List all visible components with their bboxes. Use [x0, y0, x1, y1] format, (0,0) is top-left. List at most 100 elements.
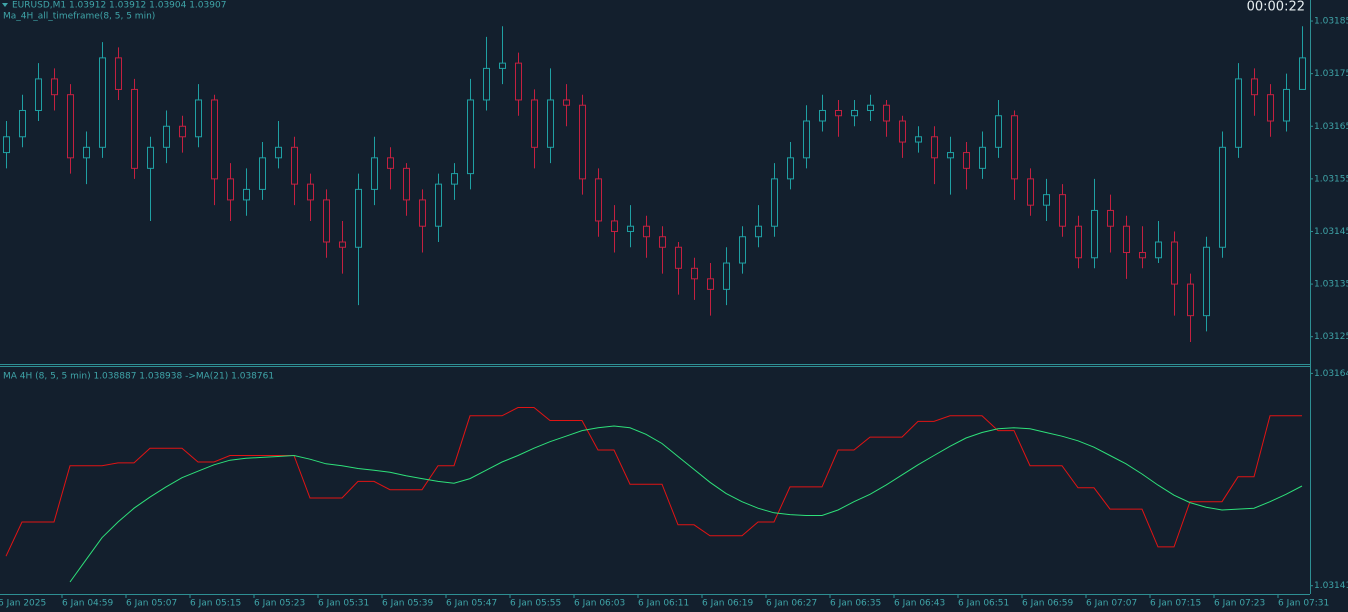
candle-body [1155, 241, 1162, 259]
candle-body [659, 236, 666, 248]
candle-body [787, 157, 794, 180]
indicator-title: MA 4H (8, 5, 5 min) 1.038887 1.038938 ->… [3, 372, 274, 382]
candle-body [467, 99, 474, 175]
candle-body [867, 104, 874, 111]
candle-body [51, 78, 58, 96]
candle-body [83, 146, 90, 159]
candle-body [771, 178, 778, 227]
candle-body [1027, 178, 1034, 206]
candle-body [147, 146, 154, 169]
x-tick-label: 6 Jan 06:43 [894, 599, 945, 609]
candle-body [35, 78, 42, 111]
candle-body [387, 157, 394, 169]
y-tick-label: 1.03145 [1314, 227, 1348, 237]
candle-body [563, 99, 570, 106]
x-tick-label: 6 Jan 06:51 [958, 599, 1009, 609]
candle-body [307, 183, 314, 201]
candle-body [723, 262, 730, 290]
candle-body [1203, 246, 1210, 317]
y-tick-label: 1.03141 [1314, 581, 1348, 591]
candle-body [883, 104, 890, 122]
candle-body [419, 199, 426, 227]
candle-body [963, 152, 970, 169]
x-tick-label: 6 Jan 2025 [0, 599, 46, 609]
x-tick-label: 6 Jan 07:31 [1278, 599, 1329, 609]
x-tick-label: 6 Jan 06:19 [702, 599, 754, 609]
candle-body [579, 104, 586, 180]
y-tick-label: 1.03165 [1314, 122, 1348, 132]
x-tick-label: 6 Jan 05:55 [510, 599, 561, 609]
candle-body [243, 188, 250, 201]
candle-body [1011, 115, 1018, 180]
candle-body [483, 67, 490, 101]
candle-body [899, 120, 906, 143]
candle-body [1219, 146, 1226, 248]
candle-body [259, 157, 266, 190]
candle-body [611, 220, 618, 232]
candle-body [755, 225, 762, 238]
y-tick-label: 1.03125 [1314, 332, 1348, 342]
collapse-icon[interactable] [2, 3, 8, 7]
candle-body [3, 136, 10, 154]
candle-body [643, 225, 650, 238]
candle-body [1107, 209, 1114, 227]
candle-body [1251, 78, 1258, 96]
candle-body [451, 173, 458, 185]
x-tick-label: 6 Jan 07:07 [1086, 599, 1137, 609]
candle-body [627, 225, 634, 232]
candle-body [707, 278, 714, 290]
y-tick-label: 1.03135 [1314, 280, 1348, 290]
candle-body [115, 57, 122, 90]
x-tick-label: 6 Jan 05:15 [190, 599, 241, 609]
candle-body [371, 157, 378, 190]
candle-body [1283, 88, 1290, 122]
candle-body [1171, 241, 1178, 285]
candle-body [339, 241, 346, 248]
candle-body [1123, 225, 1130, 254]
candle-body [195, 99, 202, 138]
x-tick-label: 6 Jan 06:11 [638, 599, 689, 609]
candle-body [819, 109, 826, 122]
candle-body [131, 88, 138, 169]
candle-body [1299, 57, 1306, 90]
x-tick-label: 6 Jan 06:35 [830, 599, 881, 609]
candle-body [995, 115, 1002, 148]
indicator-name: Ma_4H_all_timeframe(8, 5, 5 min) [3, 12, 155, 22]
x-tick-label: 6 Jan 05:07 [126, 599, 177, 609]
y-tick-label: 1.03164 [1314, 369, 1348, 379]
indicator-line [5, 407, 1302, 557]
candle-body [515, 62, 522, 101]
candle-body [739, 236, 746, 264]
candle-body [1139, 252, 1146, 259]
candle-body [803, 120, 810, 159]
x-tick-label: 6 Jan 05:31 [318, 599, 369, 609]
y-tick-label: 1.03155 [1314, 174, 1348, 184]
candle-body [691, 267, 698, 280]
candle-body [915, 136, 922, 143]
candle-body [1059, 194, 1066, 227]
candle-body [1187, 283, 1194, 317]
y-tick-label: 1.03175 [1314, 69, 1348, 79]
candle-body [19, 109, 26, 138]
candle-body [275, 146, 282, 159]
candle-body [1091, 209, 1098, 259]
x-tick-label: 6 Jan 06:27 [766, 599, 817, 609]
candle-body [531, 99, 538, 148]
candle-body [1235, 78, 1242, 148]
x-tick-label: 6 Jan 04:59 [62, 599, 114, 609]
x-tick-label: 6 Jan 06:59 [1022, 599, 1074, 609]
x-tick-label: 6 Jan 05:39 [382, 599, 434, 609]
candle-body [323, 199, 330, 243]
x-tick-label: 6 Jan 05:23 [254, 599, 305, 609]
candle-body [163, 125, 170, 148]
candle-body [67, 94, 74, 159]
candle-body [675, 246, 682, 269]
candle-body [499, 62, 506, 69]
candle-body [435, 183, 442, 227]
x-tick-label: 6 Jan 07:15 [1150, 599, 1201, 609]
candle-body [851, 109, 858, 117]
candle-body [1043, 194, 1050, 206]
candle-body [979, 146, 986, 169]
